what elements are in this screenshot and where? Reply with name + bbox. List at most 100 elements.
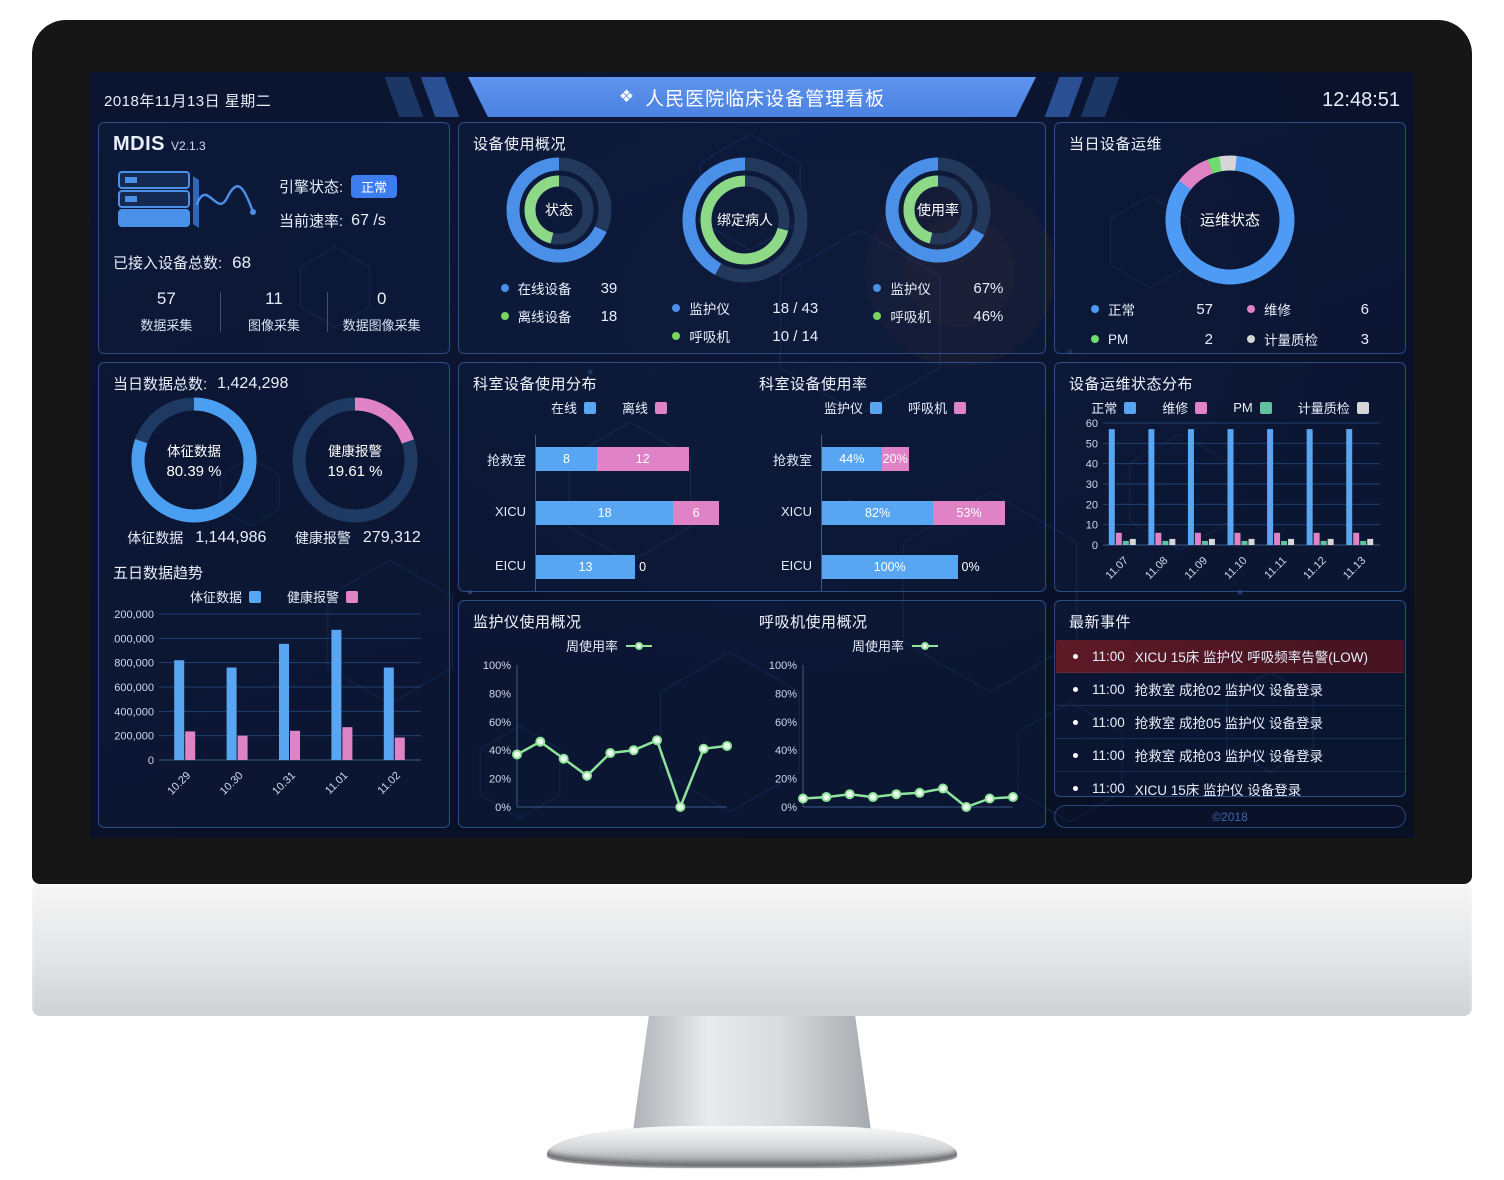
usage-donut-cell: 绑定病人 监护仪 18 / 43 呼吸机 10 / 14 [672, 156, 818, 346]
legend-value: 39 [600, 279, 618, 297]
donut-chart: 状态 [506, 157, 612, 263]
donut-chart: 绑定病人 [682, 157, 808, 283]
hbar-row-label: 抢救室 [486, 453, 526, 468]
donut-chart: 体征数据 80.39 % [131, 397, 256, 523]
hbar-row-label: 抢救室 [772, 453, 812, 468]
svg-text:20%: 20% [489, 774, 511, 786]
legend-value: 2 [1204, 330, 1213, 348]
hbar-plot: 抢救室 8 12 XICU 18 6 EICU 13 0 [487, 435, 733, 591]
legend-label: 监护仪 [823, 401, 863, 416]
svg-text:50: 50 [1086, 438, 1098, 450]
hbar-row-label: XICU [780, 504, 812, 519]
event-text: 抢救室 成抢02 监护仪 设备登录 [1134, 683, 1324, 698]
svg-text:运维状态: 运维状态 [1200, 212, 1260, 229]
svg-text:11.09: 11.09 [1183, 555, 1210, 582]
legend-dot [1247, 335, 1255, 343]
usage-line-half: 监护仪使用概况周使用率0%20%40%60%80%100%9月-19月-29月-… [473, 611, 745, 817]
mdis-stats: 57 数据采集 11 图像采集 0 数据图像采集 [113, 289, 435, 334]
svg-text:10月-1: 10月-1 [896, 816, 927, 817]
legend-dot [672, 332, 681, 340]
title-banner: ❖ 人民医院临床设备管理看板 [468, 77, 1036, 117]
legend-value: 3 [1360, 330, 1369, 348]
engine-status-badge: 正常 [351, 175, 398, 198]
legend-item: 监护仪 [824, 398, 882, 417]
svg-text:1,200,000: 1,200,000 [113, 609, 154, 621]
svg-text:10.29: 10.29 [165, 770, 193, 798]
donut-chart: 使用率 [885, 157, 991, 263]
trend-title: 五日数据趋势 [113, 565, 204, 582]
dept-chart-title: 科室设备使用率 [759, 376, 868, 393]
svg-text:10月-2: 10月-2 [633, 816, 664, 817]
legend-label: 维修 [1264, 303, 1291, 318]
ops-distribution-legend: 正常 维修 PM 计量质检 [1069, 398, 1391, 417]
panel-ops-today: 当日设备运维 运维状态 正常 57 维修 6 PM 2 计量质检 3 [1054, 122, 1406, 354]
svg-text:10月-3: 10月-3 [657, 816, 688, 817]
dashboard-screen: 2018年11月13日 星期二 ❖ 人民医院临床设备管理看板 12:48:51 [90, 72, 1414, 838]
svg-text:健康报警: 健康报警 [328, 443, 382, 459]
rate-value: 67 /s [351, 211, 386, 229]
legend-label: 监护仪 [890, 282, 931, 297]
legend-swatch [1259, 401, 1272, 414]
svg-text:400,000: 400,000 [114, 706, 154, 718]
svg-text:0%: 0% [781, 802, 797, 814]
svg-text:0%: 0% [495, 802, 511, 814]
server-icon [118, 171, 256, 228]
trend-bar-chart-svg: 0 200,000 400,000 600,000 800,000 1,000,000 1,… [105, 609, 421, 798]
legend-value: 46% [973, 307, 1004, 325]
banner-stripe [420, 77, 460, 117]
hbar-segment: 6 [673, 501, 719, 525]
event-row-alert: 11:00 XICU 15床 监护仪 呼吸频率告警(LOW) [1056, 640, 1404, 673]
data-donuts: 体征数据 80.39 % 健康报警 19.61 % [113, 396, 435, 524]
trend-bar-chart: 0 200,000 400,000 600,000 800,000 1,000,000 1,… [105, 606, 435, 807]
legend-label: 正常 [1091, 401, 1118, 416]
svg-text:0: 0 [1092, 540, 1098, 552]
svg-text:1,000,000: 1,000,000 [113, 633, 154, 645]
event-bullet-icon [1073, 686, 1078, 692]
copyright-bar: ©2018 [1054, 805, 1406, 828]
hbar-segment: 20% [881, 447, 909, 471]
svg-text:20: 20 [1086, 499, 1098, 511]
legend-swatch [346, 590, 359, 603]
svg-text:9月-5: 9月-5 [877, 816, 904, 817]
svg-text:9月-3: 9月-3 [830, 816, 857, 817]
hbar-zero-label: 0% [961, 560, 980, 574]
legend-item: 计量质检 3 [1247, 329, 1369, 349]
stat-label: 数据图像采集 [342, 318, 421, 333]
event-row: 11:00 抢救室 成抢02 监护仪 设备登录 [1056, 673, 1404, 706]
legend-item: 正常 57 [1091, 299, 1213, 319]
usage-line-half: 呼吸机使用概况周使用率0%20%40%60%80%100%9月-19月-29月-… [759, 611, 1031, 817]
legend-dot [873, 284, 882, 292]
legend-dot [1091, 335, 1099, 343]
data-donut-cell: 健康报警 19.61 % [291, 396, 419, 524]
svg-text:11.12: 11.12 [1301, 555, 1328, 582]
legend-swatch [1124, 401, 1137, 414]
svg-text:9月-4: 9月-4 [567, 816, 594, 817]
line-legend: 周使用率 [759, 636, 1031, 655]
svg-text:20%: 20% [775, 774, 797, 786]
hbar-segment: 18 [536, 501, 674, 525]
svg-text:10月-1: 10月-1 [610, 816, 641, 817]
svg-text:11.10: 11.10 [1222, 555, 1249, 582]
line-legend-icon [912, 641, 938, 650]
svg-text:40%: 40% [489, 745, 511, 757]
svg-text:11月-1: 11月-1 [704, 816, 734, 817]
svg-text:60%: 60% [489, 717, 511, 729]
mdis-stat: 57 数据采集 [113, 289, 220, 334]
legend-item: 监护仪 18 / 43 [672, 298, 818, 318]
dashboard-grid: MDIS V2.1.3 [98, 122, 1406, 828]
panel-data-today: 当日数据总数: 1,424,298 体征数据 80.39 % 健康报警 19.61 %… [98, 362, 450, 828]
legend-dot [500, 284, 509, 292]
legend-value: 6 [1360, 300, 1369, 318]
legend-label: 监护仪 [689, 302, 730, 317]
legend-label: 离线 [622, 401, 649, 416]
data-donut-cell: 体征数据 80.39 % [130, 396, 258, 524]
svg-text:11.08: 11.08 [1143, 555, 1170, 582]
panel-usage-overview: 设备使用概况 状态 在线设备 39 离线设备 18 绑定病人 监护仪 18 / 43 呼吸机 10… [458, 122, 1046, 354]
svg-text:9月-1: 9月-1 [497, 816, 524, 817]
svg-text:使用率: 使用率 [917, 202, 959, 218]
hbar-row-label: EICU [494, 558, 526, 573]
event-bullet-icon [1073, 719, 1078, 725]
legend-value: 10 / 14 [772, 327, 819, 345]
header-date: 2018年11月13日 星期二 [104, 92, 272, 110]
stat-label: 健康报警 [294, 530, 351, 546]
